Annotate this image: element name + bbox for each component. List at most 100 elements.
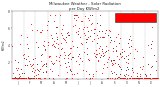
Point	[105, 51, 107, 52]
Point	[80, 42, 82, 44]
Point	[21, 78, 23, 79]
Point	[20, 78, 22, 79]
Point	[116, 78, 118, 79]
Point	[20, 78, 22, 79]
Point	[117, 42, 120, 44]
Point	[66, 78, 68, 79]
Point	[15, 78, 18, 79]
Point	[42, 78, 45, 79]
Point	[113, 60, 115, 61]
Point	[93, 28, 96, 30]
Point	[155, 78, 158, 79]
Point	[149, 78, 151, 79]
Point	[107, 78, 110, 79]
Point	[29, 23, 32, 25]
Point	[23, 53, 26, 54]
Point	[64, 39, 66, 40]
Point	[138, 78, 140, 79]
Point	[121, 48, 123, 50]
Point	[21, 78, 24, 79]
Point	[25, 78, 27, 79]
Point	[47, 20, 50, 22]
Point	[156, 78, 159, 79]
Point	[97, 60, 99, 61]
Point	[41, 54, 44, 55]
Point	[44, 48, 46, 50]
Point	[16, 78, 19, 79]
Point	[24, 64, 26, 65]
Point	[55, 55, 57, 57]
Point	[77, 55, 80, 56]
Point	[36, 69, 39, 70]
Point	[113, 78, 116, 79]
Point	[145, 78, 148, 79]
Point	[69, 47, 72, 49]
Point	[127, 63, 129, 64]
Point	[136, 78, 139, 79]
Point	[114, 62, 116, 64]
Point	[153, 78, 156, 79]
Point	[129, 75, 132, 76]
Point	[111, 64, 114, 66]
Point	[106, 49, 109, 50]
Point	[88, 19, 90, 21]
Point	[144, 78, 146, 79]
Point	[117, 76, 120, 77]
Point	[155, 78, 158, 79]
Point	[56, 36, 58, 37]
Point	[118, 76, 120, 78]
Point	[58, 15, 61, 16]
Point	[130, 78, 133, 79]
Point	[52, 78, 54, 79]
Point	[21, 72, 23, 73]
Point	[115, 46, 118, 47]
Point	[83, 51, 85, 52]
Point	[19, 75, 22, 76]
Point	[96, 53, 98, 55]
Point	[70, 74, 73, 75]
Point	[61, 34, 64, 36]
Point	[146, 78, 148, 79]
Point	[36, 63, 38, 65]
Point	[56, 38, 58, 40]
Point	[124, 76, 126, 77]
Point	[31, 29, 33, 31]
Point	[84, 42, 87, 43]
Point	[17, 68, 20, 69]
Point	[60, 32, 62, 34]
Point	[116, 78, 118, 79]
Point	[31, 65, 34, 66]
Point	[86, 53, 88, 55]
Point	[71, 56, 74, 57]
Point	[129, 36, 132, 37]
Point	[18, 73, 20, 74]
Point	[13, 76, 16, 78]
Point	[135, 78, 138, 79]
Point	[118, 65, 120, 67]
Point	[37, 78, 40, 79]
Point	[75, 31, 78, 33]
Point	[40, 54, 42, 55]
Point	[156, 77, 158, 78]
Point	[128, 46, 130, 48]
Point	[36, 29, 38, 31]
Point	[44, 78, 46, 79]
Point	[99, 15, 102, 16]
Point	[133, 78, 135, 79]
Point	[25, 78, 28, 79]
Point	[36, 68, 38, 69]
Point	[72, 45, 74, 46]
Point	[95, 70, 97, 72]
Point	[69, 69, 72, 70]
Point	[85, 71, 88, 72]
Point	[68, 66, 70, 67]
Point	[112, 59, 115, 61]
Point	[87, 36, 89, 38]
Point	[34, 41, 37, 43]
Point	[13, 78, 16, 79]
Point	[125, 69, 127, 71]
Point	[29, 78, 31, 79]
Point	[87, 58, 90, 60]
Point	[113, 71, 116, 73]
Point	[28, 78, 31, 79]
